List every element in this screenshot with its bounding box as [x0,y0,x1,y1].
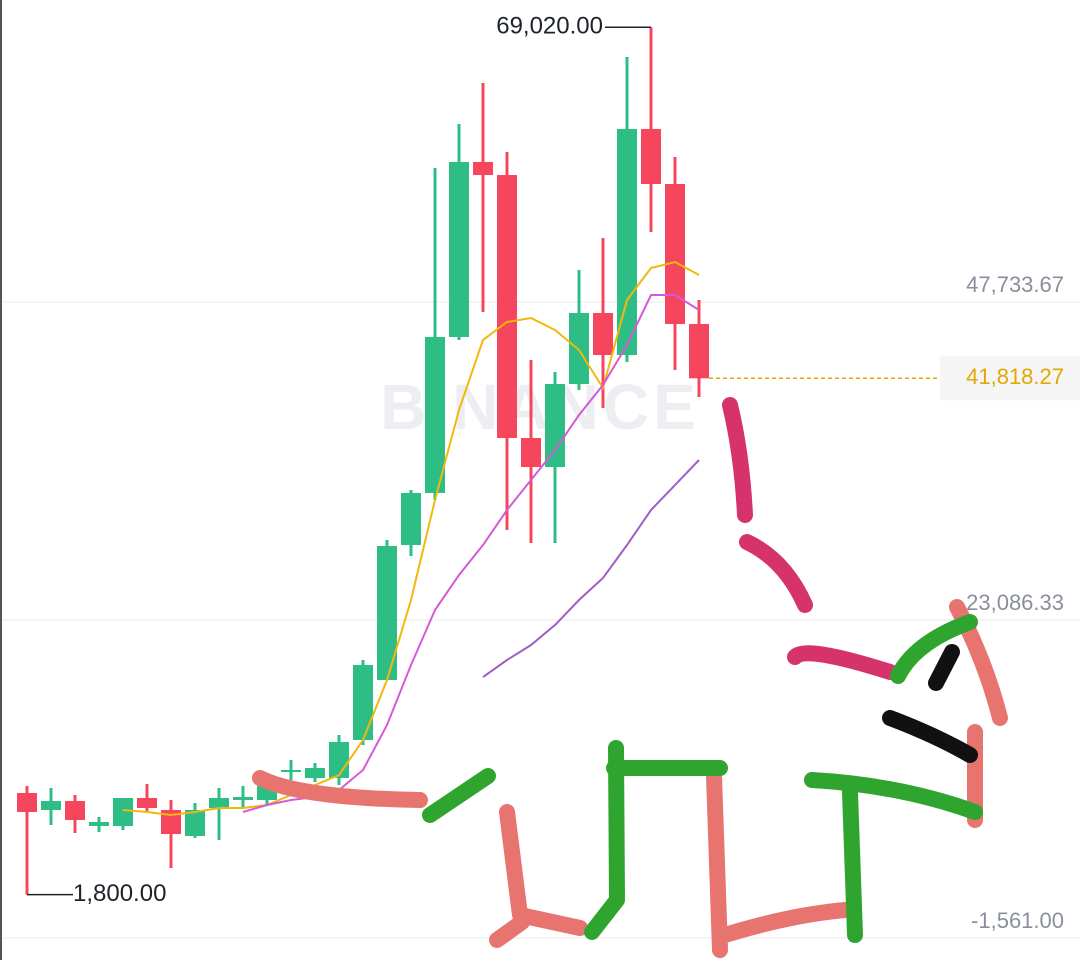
candle-body [641,129,661,185]
candle-body [617,129,637,356]
candle-body [65,801,85,821]
candle-body [689,324,709,379]
moving-average-line [482,459,700,678]
candle-body [665,184,685,325]
doodle [717,902,853,943]
doodle [252,770,428,808]
min-marker-label: 1,800.00 [73,880,166,907]
candle-body [41,801,61,811]
doodle [499,804,588,936]
candle-body [281,770,301,773]
candle-body [545,384,565,468]
candle-body [89,822,109,827]
doodle [422,768,496,823]
candle-body [377,546,397,681]
doodle [489,914,530,948]
candle-body [569,313,589,385]
candle-body [161,810,181,835]
max-marker-label: 69,020.00 [496,13,603,40]
y-tick-label: 23,086.33 [966,590,1064,615]
candle-body [521,438,541,468]
doodles [252,397,1008,958]
doodle [722,397,753,523]
candle-body [233,797,253,801]
candle-body [305,768,325,779]
doodle [584,740,625,940]
candle-body [449,162,469,338]
doodle [890,614,978,684]
y-tick-label: 47,733.67 [966,272,1064,297]
moving-average-line [122,260,700,817]
doodle [882,710,978,763]
doodle [706,768,728,958]
candle-body [209,798,229,809]
candle-body [17,793,37,813]
candle-body [113,798,133,827]
doodle [804,772,983,820]
candle-body [137,798,157,809]
candle-body [473,162,493,176]
candle-body [425,337,445,494]
candle-body [497,175,517,439]
front-layer: 47,733.67 23,086.33 -1,561.00 41,818.27 69,0… [17,13,1080,933]
candle-body [593,313,613,356]
doodle [842,784,863,943]
last-price-label: 41,818.27 [966,364,1064,389]
doodle [787,645,898,680]
candle-body [353,665,373,741]
back-layer [2,301,1080,939]
candle-body [401,493,421,546]
doodle [928,644,960,691]
y-tick-label: -1,561.00 [971,908,1064,933]
doodle [739,534,813,613]
last-price-badge [940,356,1080,401]
candle-body [185,810,205,837]
candle-body [329,742,349,779]
